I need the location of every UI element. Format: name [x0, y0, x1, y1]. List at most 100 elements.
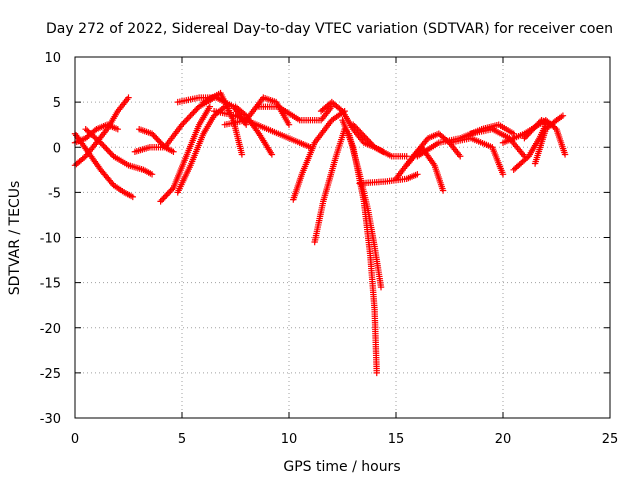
series-arc-11 — [210, 107, 314, 151]
data-point — [549, 121, 556, 128]
data-point — [529, 126, 537, 133]
data-point — [368, 141, 375, 148]
data-point — [194, 104, 201, 112]
data-point — [151, 133, 159, 140]
data-point — [157, 198, 164, 205]
data-point — [220, 104, 227, 112]
y-tick-label: -15 — [40, 277, 61, 292]
data-point — [100, 142, 107, 149]
data-point — [183, 116, 190, 124]
data-point — [521, 135, 528, 142]
y-tick-label: -20 — [40, 322, 61, 337]
data-point — [377, 283, 385, 291]
data-point — [185, 113, 193, 121]
data-point — [187, 112, 194, 119]
data-point — [158, 141, 166, 148]
y-tick-label: -25 — [40, 367, 61, 382]
data-point — [206, 103, 214, 110]
grid-layer — [75, 57, 610, 418]
data-point — [108, 151, 116, 158]
data-point — [528, 127, 535, 134]
series-arc-15 — [290, 107, 348, 203]
series-arc-16 — [311, 126, 348, 246]
data-point — [163, 192, 170, 199]
series-arc-25 — [446, 135, 507, 178]
data-point — [150, 132, 157, 139]
series-arc-21 — [350, 121, 410, 160]
data-point — [535, 119, 542, 127]
series-arc-2 — [71, 94, 132, 169]
data-point — [148, 130, 156, 137]
data-point — [80, 154, 88, 161]
data-point — [95, 138, 103, 145]
data-point — [403, 153, 410, 160]
data-point — [153, 135, 160, 142]
data-point — [361, 133, 368, 140]
data-point — [125, 94, 132, 101]
data-point — [101, 144, 109, 151]
data-point — [524, 132, 531, 139]
data-point — [178, 121, 186, 128]
y-tick-label: 5 — [53, 96, 61, 111]
data-point — [154, 136, 161, 143]
data-point — [180, 119, 187, 127]
data-point — [551, 124, 559, 132]
data-point — [164, 190, 171, 198]
data-point — [367, 139, 374, 146]
series-arc-10 — [200, 89, 246, 158]
data-point — [510, 130, 517, 137]
series-arc-6 — [131, 94, 218, 155]
x-tick-label: 15 — [388, 432, 405, 447]
series-arc-7 — [157, 103, 214, 205]
data-point — [357, 129, 364, 136]
data-point — [362, 135, 370, 142]
data-point — [238, 151, 246, 158]
series-arc-4 — [82, 126, 156, 178]
x-tick-label: 25 — [602, 432, 619, 447]
series-arc-8 — [174, 103, 228, 196]
data-point — [193, 106, 200, 113]
y-tick-label: -5 — [48, 186, 61, 201]
data-point — [439, 187, 447, 194]
data-point — [499, 171, 507, 178]
y-tick-label: 0 — [53, 141, 61, 156]
y-tick-label: -30 — [40, 412, 61, 427]
data-point — [359, 132, 367, 139]
data-point — [129, 193, 136, 201]
data-point — [351, 122, 358, 130]
data-point — [532, 122, 540, 130]
data-point — [167, 187, 174, 195]
data-point — [191, 107, 199, 115]
data-point — [358, 130, 365, 137]
x-axis-title: GPS time / hours — [283, 459, 400, 475]
data-point — [526, 129, 534, 136]
data-point — [285, 121, 293, 128]
chart-title: Day 272 of 2022, Sidereal Day-to-day VTE… — [46, 21, 613, 37]
data-point — [457, 153, 464, 160]
data-point — [98, 141, 106, 148]
data-point — [373, 369, 380, 377]
data-point — [161, 193, 169, 201]
y-tick-label: -10 — [40, 232, 61, 247]
x-tick-label: 5 — [178, 432, 186, 447]
data-point — [168, 186, 176, 193]
data-point — [155, 138, 163, 145]
data-point — [91, 127, 99, 134]
data-point — [534, 121, 541, 128]
data-point — [148, 171, 156, 178]
data-point — [354, 126, 361, 133]
y-tick-label: 10 — [44, 51, 61, 66]
data-point — [559, 112, 567, 119]
data-point — [369, 142, 377, 149]
series-arc-20 — [356, 171, 421, 187]
data-point — [365, 138, 373, 145]
data-point — [170, 148, 177, 155]
data-point — [160, 195, 167, 202]
data-point — [414, 171, 421, 178]
data-point — [165, 189, 173, 196]
data-point — [181, 118, 189, 125]
data-point — [522, 133, 530, 140]
series-arc-13 — [232, 103, 276, 158]
